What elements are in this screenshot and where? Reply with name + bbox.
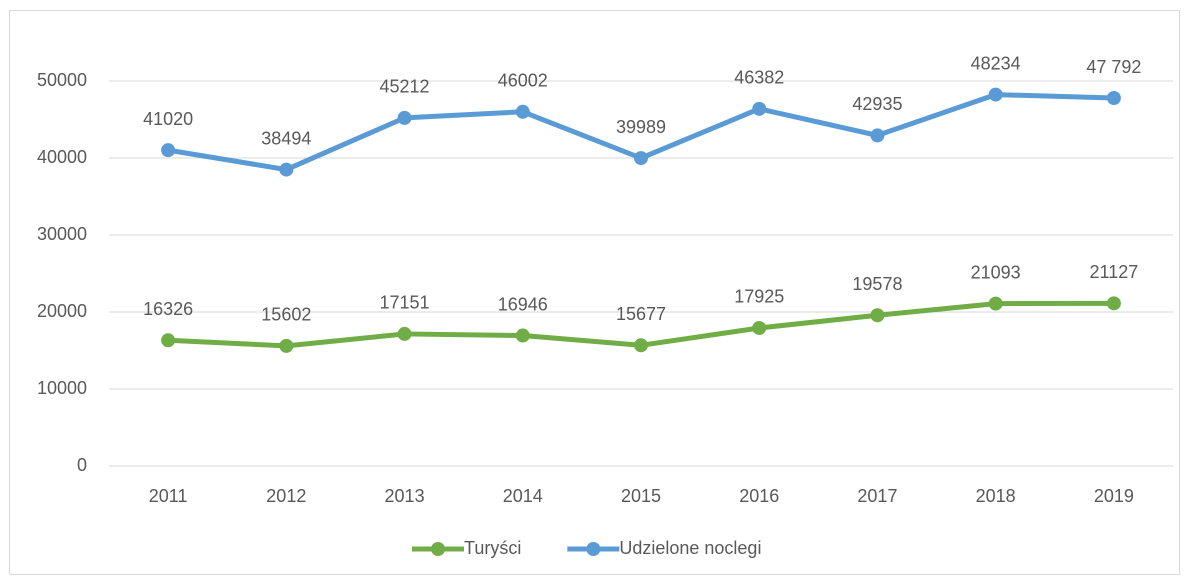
data-label: 39989 [616, 117, 666, 137]
data-label: 15677 [616, 304, 666, 324]
y-tick-label: 30000 [37, 224, 87, 244]
x-tick-label: 2012 [266, 486, 306, 506]
data-label: 15602 [261, 305, 311, 325]
y-tick-label: 50000 [37, 70, 87, 90]
x-tick-label: 2014 [503, 486, 543, 506]
y-tick-label: 20000 [37, 301, 87, 321]
point [279, 162, 294, 177]
point [988, 296, 1003, 311]
point [397, 326, 412, 341]
point [515, 328, 530, 343]
data-label: 41020 [143, 109, 193, 129]
point [870, 128, 885, 143]
point [1106, 296, 1121, 311]
x-tick-label: 2015 [621, 486, 661, 506]
x-tick-label: 2013 [385, 486, 425, 506]
data-label: 48234 [971, 53, 1021, 73]
point [515, 104, 530, 119]
data-label: 46002 [498, 71, 548, 91]
data-label: 46382 [734, 68, 784, 88]
y-tick-label: 0 [77, 455, 87, 475]
point [870, 308, 885, 323]
data-label: 42935 [852, 94, 902, 114]
y-tick-label: 10000 [37, 378, 87, 398]
point [634, 338, 648, 353]
data-label: 47 792 [1086, 57, 1141, 77]
point [634, 151, 648, 166]
legend-label: Udzielone noclegi [619, 538, 761, 558]
legend-marker [431, 542, 445, 556]
y-tick-label: 40000 [37, 147, 87, 167]
point [279, 338, 294, 353]
x-tick-label: 2016 [739, 486, 779, 506]
point [161, 143, 176, 158]
data-label: 17151 [380, 293, 430, 313]
data-label: 21127 [1090, 262, 1139, 282]
x-tick-label: 2019 [1094, 486, 1134, 506]
x-tick-label: 2018 [976, 486, 1016, 506]
data-label: 21093 [971, 262, 1021, 282]
data-label: 38494 [261, 128, 311, 148]
data-label: 45212 [380, 77, 430, 97]
point [752, 320, 767, 335]
point [161, 333, 176, 348]
point [988, 87, 1003, 102]
chart-border [9, 10, 1180, 575]
point [1106, 91, 1121, 106]
legend-label: Turyści [464, 538, 521, 558]
data-label: 19578 [852, 274, 902, 294]
data-label: 17925 [734, 287, 784, 307]
point [752, 101, 767, 116]
x-tick-label: 2017 [857, 486, 897, 506]
data-label: 16946 [498, 294, 548, 314]
point [397, 110, 412, 125]
data-label: 16326 [143, 299, 193, 319]
legend-marker [586, 542, 601, 556]
x-tick-label: 2011 [149, 486, 188, 506]
